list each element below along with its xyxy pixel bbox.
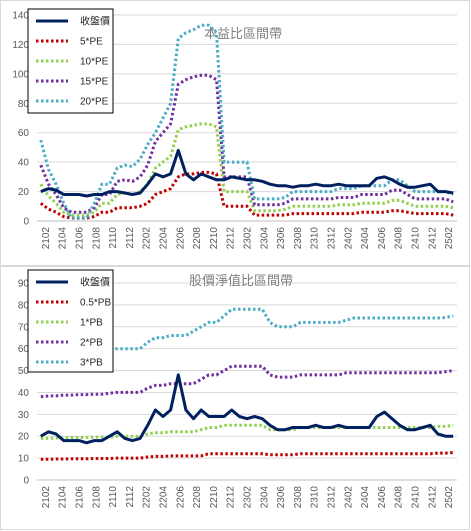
- pb-series-line-2: [40, 423, 454, 440]
- pe-x-tick-label: 2104: [58, 227, 69, 250]
- pb-series-line-1: [40, 451, 454, 461]
- pb-x-tick-label: 2406: [377, 486, 388, 509]
- pe-legend-label: 收盤價: [80, 15, 110, 28]
- pe-x-tick-label: 2212: [226, 227, 237, 250]
- pe-legend-label: 10*PE: [80, 57, 109, 68]
- pb-band-chart-panel: 0 10 20 30 40 50 60 70 80 90 2102 2104 2106 2108 2110 2…: [0, 266, 470, 530]
- pe-legend-label: 5*PE: [80, 37, 103, 48]
- pe-x-tick-label: 2308: [293, 227, 304, 250]
- pe-x-tick-label: 2202: [142, 227, 153, 250]
- pb-x-tick-label: 2202: [142, 486, 153, 509]
- pe-y-tick-label: 120: [12, 40, 29, 51]
- pb-x-tick-label: 2312: [327, 486, 338, 509]
- pb-x-tick-label: 2502: [444, 486, 455, 509]
- pe-x-tick-label: 2108: [91, 227, 102, 250]
- pe-x-tick-label: 2312: [327, 227, 338, 250]
- pb-y-tick-label: 30: [18, 410, 30, 421]
- pe-y-tick-label: 140: [12, 11, 29, 22]
- pb-x-tick-label: 2302: [243, 486, 254, 509]
- pe-legend-label: 15*PE: [80, 77, 109, 88]
- pb-y-tick-label: 10: [18, 454, 30, 465]
- pe-y-tick-label: 80: [18, 99, 30, 110]
- pb-series-line-4: [40, 307, 454, 357]
- pe-x-tick-label: 2310: [310, 227, 321, 250]
- pe-x-tick-label: 2502: [444, 227, 455, 250]
- pe-y-tick-label: 20: [18, 187, 30, 198]
- pb-x-tick-label: 2204: [159, 486, 170, 509]
- pe-series-line-0: [40, 148, 454, 198]
- pb-y-tick-label: 40: [18, 388, 30, 399]
- pe-band-chart: 0 20 40 60 80 100 120 140 2102 2104 2106 2108 2110 21…: [12, 8, 457, 250]
- pe-series-line-1: [39, 170, 454, 220]
- pb-x-tick-label: 2110: [108, 486, 119, 508]
- pb-x-tick-label: 2208: [192, 486, 203, 509]
- pb-y-tick-label: 90: [18, 279, 30, 290]
- pe-legend-label: 20*PE: [80, 97, 109, 108]
- pb-x-tick-label: 2404: [360, 486, 371, 509]
- pb-x-tick-label: 2310: [310, 486, 321, 509]
- pb-x-tick-label: 2108: [91, 486, 102, 509]
- pe-series-line-4: [39, 23, 454, 220]
- pb-x-tick-label: 2412: [427, 486, 438, 509]
- pb-x-tick-label: 2206: [175, 486, 186, 509]
- pb-legend: [27, 269, 114, 373]
- pe-x-tick-label: 2210: [209, 227, 220, 250]
- pb-x-tick-label: 2410: [411, 486, 422, 509]
- pe-x-tick-label: 2204: [159, 227, 170, 250]
- pe-x-tick-label: 2112: [125, 227, 136, 249]
- pb-x-tick-label: 2106: [75, 486, 86, 509]
- pe-x-tick-label: 2406: [377, 227, 388, 250]
- pe-y-tick-label: 40: [18, 158, 30, 169]
- pe-band-chart-panel: 0 20 40 60 80 100 120 140 2102 2104 2106 2108 2110 21…: [0, 0, 470, 266]
- pe-x-tick-label: 2410: [411, 227, 422, 250]
- pb-x-tick-label: 2212: [226, 486, 237, 509]
- pe-x-tick-label: 2402: [343, 227, 354, 250]
- pe-x-tick-label: 2304: [259, 227, 270, 250]
- pe-band-label: 本益比區間帶: [204, 27, 282, 42]
- pe-x-tick-label: 2102: [41, 227, 52, 250]
- pb-y-tick-label: 80: [18, 300, 30, 311]
- pb-y-tick-label: 0: [23, 476, 29, 487]
- pb-x-tick-label: 2104: [58, 486, 69, 509]
- pe-x-tick-label: 2306: [276, 227, 287, 250]
- pe-x-tick-label: 2206: [175, 227, 186, 250]
- pb-x-tick-label: 2102: [41, 486, 52, 509]
- pb-y-tick-label: 70: [18, 322, 30, 333]
- pe-x-tick-label: 2302: [243, 227, 254, 250]
- pb-x-tick-label: 2402: [343, 486, 354, 509]
- pb-legend-label: 2*PB: [80, 338, 103, 349]
- pe-series-line-2: [39, 122, 454, 217]
- pe-x-tick-label: 2408: [394, 227, 405, 250]
- pb-legend-label: 0.5*PB: [80, 298, 111, 309]
- pe-y-tick-label: 60: [18, 128, 30, 139]
- pe-x-tick-label: 2110: [108, 227, 119, 249]
- pe-x-tick-label: 2208: [192, 227, 203, 250]
- pb-y-tick-label: 60: [18, 344, 30, 355]
- pb-x-tick-label: 2210: [209, 486, 220, 509]
- pe-y-tick-label: 0: [23, 217, 29, 228]
- pb-x-tick-label: 2112: [125, 486, 136, 508]
- pb-legend-label: 收盤價: [80, 276, 110, 289]
- pe-y-tick-label: 100: [12, 69, 29, 80]
- pb-x-tick-label: 2408: [394, 486, 405, 509]
- pb-band-chart: 0 10 20 30 40 50 60 70 80 90 2102 2104 2106 2108 2110 2…: [18, 269, 457, 509]
- pb-legend-label: 1*PB: [80, 318, 103, 329]
- pb-y-tick-label: 50: [18, 366, 30, 377]
- pe-x-tick-label: 2404: [360, 227, 371, 250]
- pe-x-tick-label: 2106: [75, 227, 86, 250]
- pb-y-tick-label: 20: [18, 432, 30, 443]
- pb-band-label: 股價淨值比區間帶: [189, 273, 293, 289]
- pe-x-tick-label: 2412: [427, 227, 438, 250]
- pb-series-line-0: [40, 373, 454, 445]
- pb-series-line-3: [40, 364, 454, 399]
- pb-x-tick-label: 2304: [259, 486, 270, 509]
- pb-legend-label: 3*PB: [80, 358, 103, 369]
- pb-x-tick-label: 2306: [276, 486, 287, 509]
- pb-x-tick-label: 2308: [293, 486, 304, 509]
